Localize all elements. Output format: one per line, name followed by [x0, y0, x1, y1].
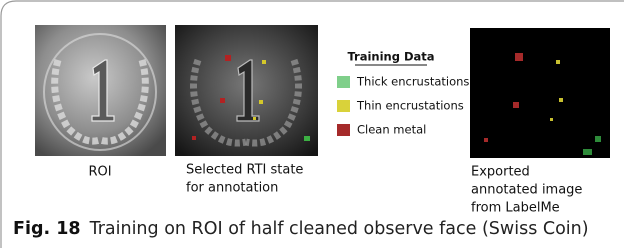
annotated-image — [470, 28, 610, 158]
legend-title: Training Data — [347, 50, 434, 64]
legend: Training Data Thick encrustations Thin e… — [337, 50, 469, 137]
legend-item: Clean metal — [357, 123, 426, 137]
page: Training Data Thick encrustations Thin e… — [0, 0, 624, 248]
panel-caption: Exported — [471, 165, 530, 180]
legend-swatch — [337, 124, 350, 136]
figure-caption-text: Training on ROI of half cleaned observe … — [89, 219, 589, 239]
panel-caption: annotated image — [471, 183, 582, 198]
panel-caption: Selected RTI state — [186, 163, 303, 178]
legend-swatch — [337, 100, 350, 112]
legend-item: Thin encrustations — [356, 99, 464, 113]
legend-swatch — [337, 76, 350, 88]
roi-image — [35, 25, 166, 156]
figure-caption: Fig. 18 Training on ROI of half cleaned o… — [13, 219, 589, 239]
figure-label: Fig. 18 — [13, 219, 81, 239]
rti-image — [175, 25, 318, 156]
panel-caption: for annotation — [186, 181, 278, 196]
legend-item: Thick encrustations — [356, 75, 469, 89]
panel-caption: ROI — [88, 165, 111, 180]
figure: Training Data Thick encrustations Thin e… — [0, 0, 624, 248]
panel-caption: from LabelMe — [471, 201, 560, 216]
